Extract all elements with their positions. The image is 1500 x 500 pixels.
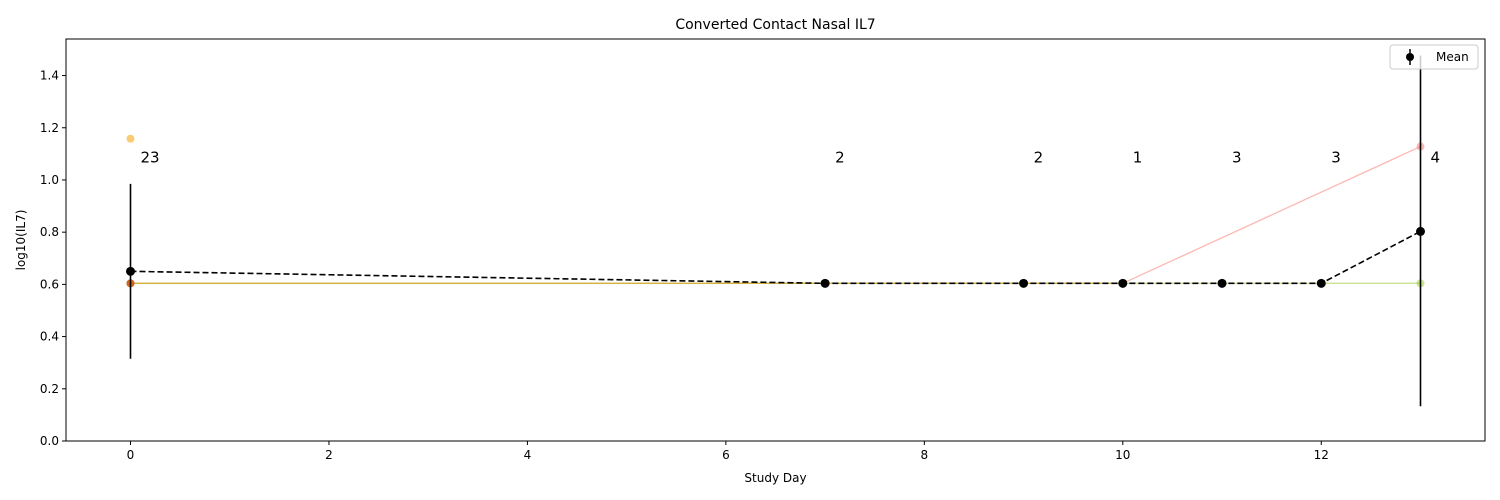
y-tick-label: 1.0 bbox=[40, 173, 59, 187]
count-label: 3 bbox=[1232, 148, 1242, 166]
x-tick-label: 4 bbox=[524, 448, 532, 462]
y-tick-label: 1.4 bbox=[40, 69, 59, 83]
y-tick-label: 0.0 bbox=[40, 434, 59, 448]
mean-point bbox=[1019, 278, 1029, 288]
x-tick-label: 12 bbox=[1314, 448, 1329, 462]
x-tick-label: 0 bbox=[127, 448, 135, 462]
legend: Mean bbox=[1389, 44, 1479, 70]
plot-frame bbox=[65, 38, 1486, 442]
subject-line-1 bbox=[130, 145, 1421, 284]
mean-line bbox=[130, 230, 1421, 285]
count-label: 23 bbox=[141, 148, 160, 166]
count-label: 4 bbox=[1431, 148, 1441, 166]
x-tick-label: 10 bbox=[1115, 448, 1130, 462]
legend-box bbox=[1389, 44, 1479, 70]
count-label: 3 bbox=[1331, 148, 1341, 166]
x-tick-label: 6 bbox=[722, 448, 730, 462]
x-tick-label: 2 bbox=[325, 448, 333, 462]
y-tick-label: 0.6 bbox=[40, 277, 59, 291]
axes: 0 2 4 6 8 10 120.00.20.40.60.81.01.21.4 bbox=[40, 69, 1329, 462]
mean-point bbox=[1118, 278, 1128, 288]
mean-point bbox=[1416, 226, 1425, 236]
legend-point-marker bbox=[1406, 53, 1414, 61]
mean-point bbox=[820, 278, 830, 288]
mean-point bbox=[1316, 278, 1326, 288]
count-label: 2 bbox=[1034, 148, 1044, 166]
mean-point bbox=[1217, 278, 1227, 288]
chart-title: Converted Contact Nasal IL7 bbox=[675, 17, 875, 33]
y-tick-label: 0.4 bbox=[40, 330, 59, 344]
y-tick-label: 1.2 bbox=[40, 121, 59, 135]
y-tick-label: 0.8 bbox=[40, 225, 59, 239]
y-tick-label: 0.2 bbox=[40, 382, 59, 396]
legend-label-mean: Mean bbox=[1436, 50, 1469, 64]
y-axis-title: log10(IL7) bbox=[14, 210, 28, 271]
plot-area: 23 2 2 1 3 3 4 bbox=[126, 55, 1441, 407]
x-tick-label: 8 bbox=[921, 448, 929, 462]
subject-point bbox=[126, 134, 135, 143]
count-label: 2 bbox=[835, 148, 845, 166]
mean-point bbox=[126, 266, 135, 276]
x-axis-title: Study Day bbox=[744, 471, 806, 485]
count-label: 1 bbox=[1133, 148, 1143, 166]
